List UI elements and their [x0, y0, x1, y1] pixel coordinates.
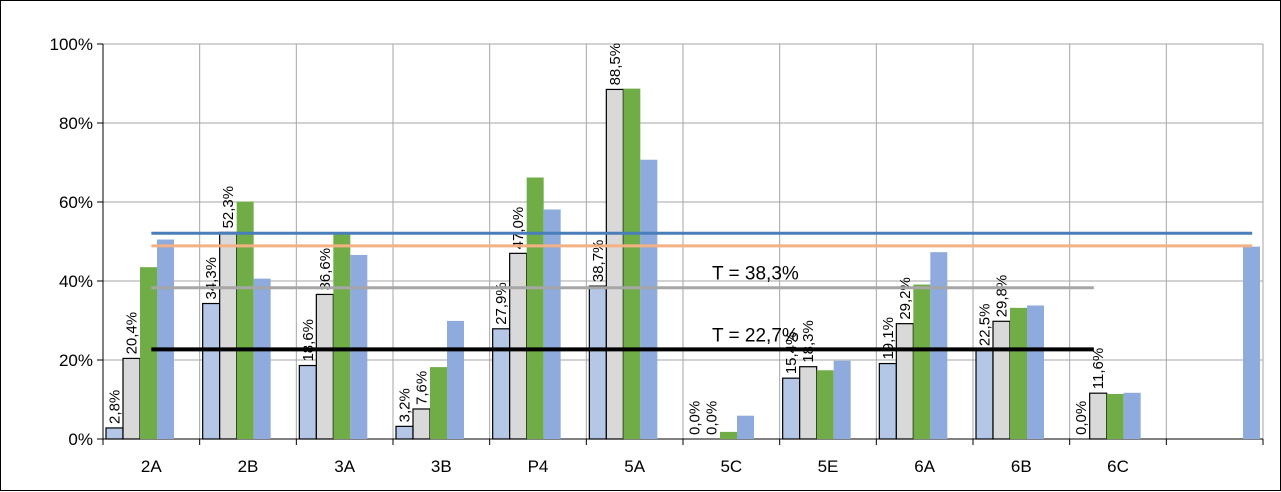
bar [640, 159, 658, 440]
bar [526, 177, 544, 439]
data-label: 20,4% [124, 312, 141, 355]
bar [157, 239, 174, 439]
bar [1027, 305, 1044, 439]
bar [1243, 246, 1260, 439]
bar [1089, 392, 1108, 440]
data-label: 0,0% [1073, 401, 1090, 435]
data-label: 29,2% [897, 277, 914, 320]
bar [395, 425, 414, 440]
y-tick-label: 0% [68, 430, 93, 449]
x-tick-label: 6A [914, 457, 935, 476]
y-tick-label: 40% [59, 272, 93, 291]
data-label: 19,1% [880, 317, 897, 360]
bar [992, 320, 1011, 440]
bar [1123, 392, 1141, 439]
x-tick-label: 3B [431, 457, 452, 476]
bar [315, 293, 334, 440]
bar [122, 357, 141, 440]
bar [509, 252, 528, 440]
y-tick-label: 20% [59, 351, 93, 370]
bar [816, 370, 834, 439]
x-tick-label: 5C [720, 457, 742, 476]
data-label: 34,3% [203, 257, 220, 300]
data-label: 29,8% [994, 275, 1011, 318]
bar [975, 349, 994, 440]
x-tick-label: 6C [1107, 457, 1129, 476]
data-label: 38,7% [590, 240, 607, 283]
y-tick-label: 60% [59, 193, 93, 212]
x-tick-label: 2B [238, 457, 259, 476]
x-tick-label: 6B [1011, 457, 1032, 476]
bar [833, 360, 851, 439]
x-tick-label: 2A [141, 457, 162, 476]
reference-line-label: T = 22,7% [712, 325, 799, 346]
y-tick-label: 100% [50, 35, 93, 54]
bar [253, 278, 271, 439]
bar [447, 320, 464, 439]
data-label: 22,5% [977, 304, 994, 347]
x-tick-label: 3A [334, 457, 355, 476]
bar [737, 415, 754, 439]
bar [219, 231, 238, 440]
bar [1106, 393, 1124, 439]
bar [799, 366, 818, 440]
data-label: 27,9% [493, 282, 510, 325]
data-label: 11,6% [1090, 348, 1107, 389]
bar [782, 377, 801, 440]
bar [913, 284, 931, 439]
reference-line-label: T = 38,3% [712, 264, 799, 285]
bar [105, 427, 124, 440]
data-label: 18,3% [800, 320, 817, 363]
bar [588, 285, 607, 440]
bar [543, 209, 561, 439]
bar [333, 233, 351, 439]
x-tick-label: 5E [818, 457, 839, 476]
bar [202, 302, 221, 440]
bar [1010, 307, 1027, 439]
data-label: 36,6% [317, 248, 334, 291]
bar [430, 367, 447, 439]
data-label: 47,0% [510, 207, 527, 250]
data-label: 88,5% [607, 43, 624, 86]
x-tick-label: 5A [624, 457, 645, 476]
data-label: 52,3% [220, 186, 237, 229]
bar [895, 323, 914, 440]
data-label: 2,8% [107, 390, 124, 424]
bar [492, 328, 511, 440]
bar [930, 252, 948, 439]
bar [605, 88, 624, 440]
bar [236, 201, 254, 439]
data-label: 7,6% [414, 371, 431, 405]
y-tick-label: 80% [59, 114, 93, 133]
bar [140, 267, 157, 439]
data-label: 15,4% [783, 332, 800, 375]
bar [720, 431, 737, 439]
bar [878, 362, 897, 440]
bar [350, 254, 368, 439]
x-tick-label: P4 [528, 457, 549, 476]
data-label: 3,2% [397, 388, 414, 422]
bar [623, 88, 641, 439]
bar [412, 408, 431, 440]
data-label: 0,0% [687, 401, 704, 435]
data-label: 0,0% [704, 401, 721, 435]
data-label: 18,6% [300, 319, 317, 362]
bar [298, 364, 317, 440]
